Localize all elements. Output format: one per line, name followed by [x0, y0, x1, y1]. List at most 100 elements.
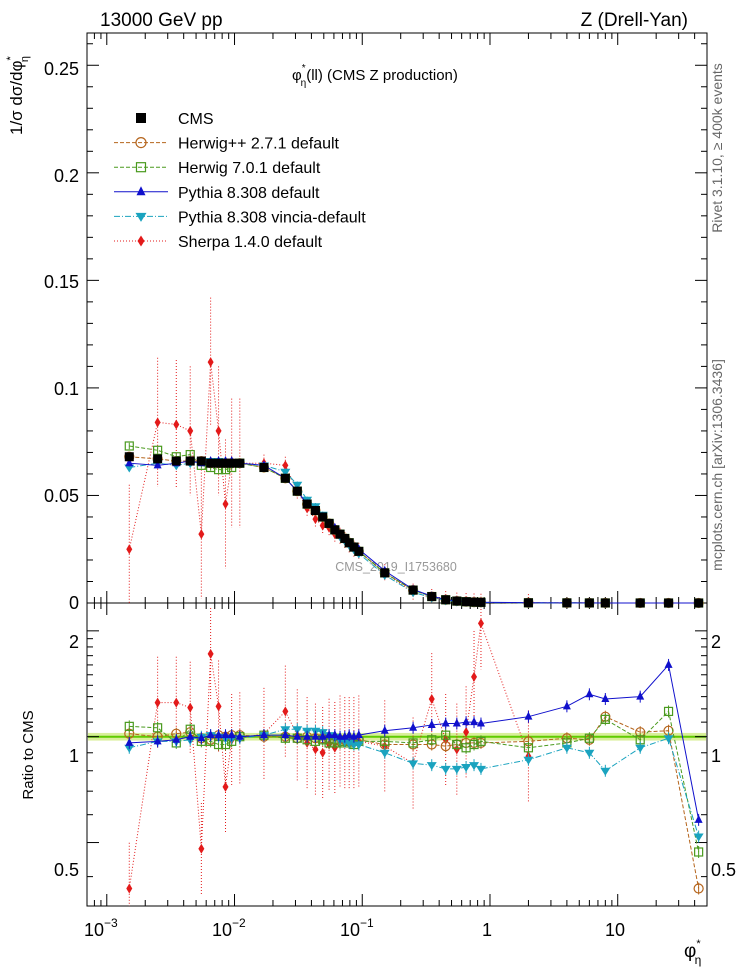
data-point [126, 544, 133, 555]
data-point [259, 462, 269, 472]
ratio-point [173, 697, 180, 708]
ratio-point [561, 744, 572, 753]
ratio-point [380, 736, 390, 746]
legend-label: Pythia 8.308 vincia-default [178, 209, 366, 226]
ratio-point [318, 731, 327, 740]
legend-label: CMS [178, 111, 214, 128]
ratio-point [477, 618, 484, 629]
x-tick-label: 10 [605, 920, 625, 940]
data-point [185, 456, 195, 466]
ratio-point [186, 731, 195, 740]
data-point [282, 460, 289, 471]
main-line [129, 456, 699, 604]
data-point [292, 486, 302, 496]
ratio-point [452, 718, 461, 727]
ratio-point [441, 730, 451, 740]
ratio-point [325, 730, 334, 739]
ratio-point [409, 722, 418, 731]
data-point [344, 538, 354, 548]
ratio-point [600, 714, 610, 724]
ratio-point [476, 718, 485, 727]
data-point [664, 598, 674, 608]
data-point [206, 458, 216, 468]
legend-entry: Pythia 8.308 default [114, 185, 320, 202]
data-point [312, 514, 319, 525]
data-point [221, 458, 231, 468]
ratio-point [463, 727, 470, 738]
data-point [214, 458, 224, 468]
data-point [469, 597, 479, 607]
data-point [408, 585, 418, 595]
legend-entry: CMS [136, 111, 214, 128]
data-point [187, 425, 194, 436]
data-point [335, 529, 345, 539]
x-tick-label: 10−3 [84, 916, 118, 940]
legend-entry: Sherpa 1.4.0 default [114, 234, 323, 251]
legend-marker [136, 113, 146, 123]
legend-label: Herwig++ 2.7.1 default [178, 136, 340, 153]
energy-label: 13000 GeV pp [100, 10, 223, 31]
data-point [461, 597, 471, 607]
data-point [349, 542, 359, 552]
data-point [154, 417, 161, 428]
ratio-point [469, 762, 480, 771]
ratio-tick-label-right: 0.5 [711, 860, 736, 880]
ratio-point [227, 730, 236, 739]
data-point [124, 441, 134, 451]
main-line [129, 460, 699, 604]
legend-marker [135, 162, 147, 173]
ratio-point [214, 730, 223, 739]
data-point [153, 445, 163, 455]
data-point [452, 596, 462, 606]
ratio-point [471, 671, 478, 682]
legend-label: Sherpa 1.4.0 default [178, 234, 323, 251]
ratio-point [584, 749, 595, 758]
ratio-point [215, 701, 222, 712]
legend-marker [136, 186, 146, 196]
ratio-point [664, 659, 673, 668]
ratio-point [635, 744, 646, 753]
ratio-point [694, 847, 704, 857]
y-tick-label: 0.25 [44, 59, 79, 79]
ratio-point [451, 765, 462, 774]
ratio-plot-frame [86, 602, 708, 907]
ratio-point [153, 736, 162, 745]
ratio-line [128, 623, 529, 889]
ratio-point [235, 731, 244, 740]
y-tick-label: 0.05 [44, 486, 79, 506]
ratio-point [523, 756, 534, 765]
ratio-point [663, 735, 674, 744]
axis-ticks [86, 33, 708, 906]
legend-entry: Herwig 7.0.1 default [114, 160, 321, 177]
ratio-point [694, 814, 703, 823]
ratio-point [408, 738, 418, 748]
ratio-point [345, 730, 354, 739]
legend-label: Herwig 7.0.1 default [178, 160, 321, 177]
data-point [124, 452, 134, 462]
plot-title: φ* η(ll) (CMS Z production) [292, 63, 458, 89]
ratio-point [600, 767, 611, 776]
ratio-point [187, 702, 194, 713]
data-point [476, 597, 486, 607]
ratio-point [126, 883, 133, 894]
rivet-label: Rivet 3.1.10, ≥ 400k events [709, 63, 725, 233]
ratio-point [461, 764, 472, 773]
ratio-tick-label: 0.5 [54, 860, 79, 880]
ratio-point [259, 730, 268, 739]
ratio-point [601, 693, 610, 702]
ratio-line [129, 710, 700, 853]
ratio-point [311, 731, 320, 740]
analysis-watermark: CMS_2019_I1753680 [335, 560, 457, 574]
ratio-point [125, 737, 134, 746]
ratio-point [440, 765, 451, 774]
data-point [330, 525, 340, 535]
x-tick-label: 10−2 [212, 916, 246, 940]
legend-label: Pythia 8.308 default [178, 185, 320, 202]
ratio-point [380, 725, 389, 734]
ratio-point [303, 731, 312, 740]
data-point [198, 529, 205, 540]
ratio-tick-label-right: 1 [711, 746, 721, 766]
x-tick-label: 10−1 [340, 916, 374, 940]
ratio-point [427, 735, 437, 745]
data-point [124, 464, 135, 473]
